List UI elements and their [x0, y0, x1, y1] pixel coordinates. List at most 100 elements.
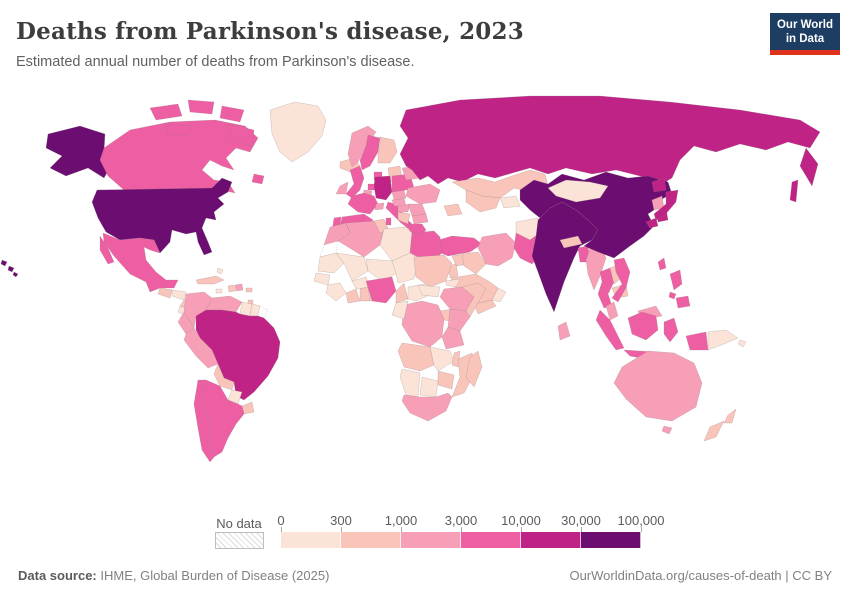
country-cameroon[interactable] [395, 282, 409, 304]
country-cuba[interactable] [195, 275, 225, 285]
country-oman[interactable] [491, 287, 507, 303]
legend-tick-label: 0 [277, 513, 285, 528]
country-new-zealand[interactable] [703, 408, 737, 442]
legend-segment-0[interactable] [281, 532, 341, 548]
country-cote-divoire[interactable] [345, 288, 361, 304]
country-zambia[interactable] [429, 346, 455, 372]
country-mauritania[interactable] [317, 252, 345, 274]
country-yemen[interactable] [473, 299, 497, 315]
country-zimbabwe[interactable] [437, 370, 455, 390]
country-honduras[interactable] [171, 289, 187, 301]
country-botswana[interactable] [419, 376, 439, 398]
country-balkans[interactable] [397, 211, 411, 225]
country-finland[interactable] [377, 136, 398, 164]
country-switzerland[interactable] [374, 202, 385, 211]
country-russia[interactable] [399, 95, 821, 203]
country-chile[interactable] [193, 379, 215, 463]
country-tanzania[interactable] [441, 326, 465, 350]
country-germany[interactable] [373, 175, 393, 201]
country-south-africa[interactable] [401, 392, 453, 422]
legend-tick [521, 527, 522, 532]
country-uzbekistan[interactable] [465, 189, 501, 213]
footer-link[interactable]: OurWorldinData.org/causes-of-death | CC … [569, 568, 832, 583]
country-philippines[interactable] [668, 269, 691, 309]
legend-tick-labels: 0 300 1,000 3,000 10,000 30,000 100,000 [277, 513, 664, 529]
country-nepal[interactable] [559, 235, 583, 249]
country-mongolia[interactable] [547, 179, 609, 203]
country-jamaica[interactable] [215, 288, 223, 294]
country-western-sahara[interactable] [319, 240, 339, 258]
owid-logo-line1: Our World [776, 19, 833, 31]
country-ireland[interactable] [335, 181, 349, 195]
legend-segment-4[interactable] [521, 532, 581, 548]
country-angola[interactable] [397, 342, 435, 372]
country-kenya[interactable] [447, 308, 471, 332]
legend-tick-label: 300 [330, 513, 352, 528]
country-south-sudan[interactable] [417, 284, 441, 298]
page-title: Deaths from Parkinson's disease, 2023 [16, 18, 524, 45]
legend-tick [401, 527, 402, 532]
country-eritrea[interactable] [445, 278, 461, 288]
country-mexico[interactable] [99, 232, 179, 293]
country-iraq[interactable] [461, 251, 487, 275]
country-usa-hawaii[interactable] [0, 259, 19, 278]
country-uk[interactable] [345, 165, 365, 199]
page-subtitle: Estimated annual number of deaths from P… [16, 54, 415, 70]
country-senegal[interactable] [313, 272, 331, 286]
country-ukraine[interactable] [405, 183, 441, 205]
country-bulgaria[interactable] [411, 213, 429, 225]
country-guinea[interactable] [325, 282, 347, 302]
country-guatemala[interactable] [157, 287, 173, 299]
world-map [0, 90, 850, 510]
country-sri-lanka[interactable] [557, 321, 571, 341]
country-usa[interactable] [91, 177, 233, 256]
country-sweden[interactable] [359, 134, 381, 171]
legend-no-data-swatch[interactable] [215, 532, 264, 549]
country-japan[interactable] [645, 177, 679, 229]
legend-tick [341, 527, 342, 532]
country-bahamas[interactable] [216, 267, 224, 275]
owid-logo: Our World in Data [770, 13, 840, 55]
footer-source: Data source: IHME, Global Burden of Dise… [18, 568, 329, 583]
legend-color-bar[interactable] [281, 532, 641, 548]
country-canada-arctic[interactable] [149, 99, 265, 185]
country-puerto-rico[interactable] [245, 287, 253, 293]
country-vietnam[interactable] [611, 257, 631, 303]
country-french-guiana[interactable] [257, 305, 269, 319]
country-niger[interactable] [365, 258, 399, 282]
choropleth-map-svg [0, 95, 821, 463]
legend-tick-label: 10,000 [501, 513, 541, 528]
country-taiwan[interactable] [657, 257, 667, 271]
legend-segment-2[interactable] [401, 532, 461, 548]
country-hungary[interactable] [397, 203, 411, 213]
country-dominican-republic[interactable] [234, 283, 244, 292]
country-malawi[interactable] [451, 350, 461, 368]
legend-segment-1[interactable] [341, 532, 401, 548]
legend-tick-label: 3,000 [444, 513, 478, 528]
legend-tick [581, 527, 582, 532]
country-papua-new-guinea[interactable] [707, 329, 747, 351]
country-caucasus[interactable] [443, 203, 463, 217]
legend-no-data-label: No data [216, 516, 262, 531]
country-iran[interactable] [477, 232, 517, 267]
country-france[interactable] [347, 192, 379, 215]
footer-source-value: IHME, Global Burden of Disease (2025) [96, 568, 330, 583]
footer-source-label: Data source: [18, 568, 97, 583]
legend-tick [641, 527, 642, 532]
country-haiti[interactable] [227, 284, 236, 293]
country-madagascar[interactable] [465, 350, 483, 388]
country-mali[interactable] [335, 252, 369, 282]
legend-segment-3[interactable] [461, 532, 521, 548]
country-kyrgyzstan[interactable] [499, 195, 521, 209]
legend-tick-label: 30,000 [561, 513, 601, 528]
legend-tick-marks [281, 527, 642, 532]
country-australia[interactable] [613, 350, 703, 435]
country-congo[interactable] [391, 300, 409, 320]
country-dr-congo[interactable] [401, 300, 445, 348]
country-namibia[interactable] [399, 368, 421, 398]
country-greenland[interactable] [269, 101, 327, 163]
legend-segment-5[interactable] [581, 532, 641, 548]
legend-tick-label: 100,000 [617, 513, 665, 528]
country-nigeria[interactable] [365, 276, 397, 304]
